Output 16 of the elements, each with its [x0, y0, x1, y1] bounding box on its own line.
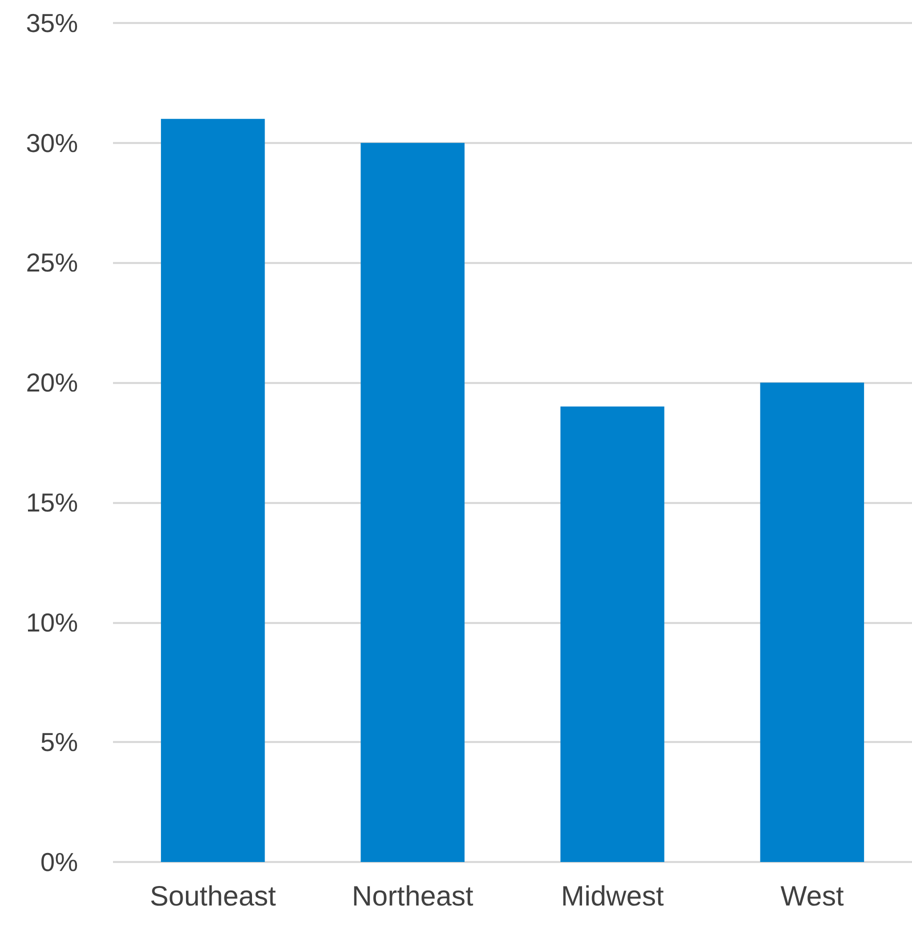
y-tick-label: 30%: [26, 128, 78, 158]
y-tick-label: 35%: [26, 8, 78, 38]
bar: [560, 406, 664, 862]
bar: [760, 382, 864, 862]
bar: [160, 118, 265, 862]
y-tick-label: 20%: [26, 368, 78, 398]
bar: [360, 142, 465, 862]
y-tick-label: 25%: [26, 248, 78, 278]
x-tick-label: Southeast: [150, 880, 276, 912]
x-tick-label: Midwest: [561, 880, 664, 912]
y-tick-label: 5%: [40, 727, 78, 758]
x-tick-label: West: [780, 880, 844, 912]
y-tick-label: 15%: [26, 487, 78, 518]
x-tick-label: Northeast: [352, 880, 474, 912]
y-tick-label: 10%: [26, 607, 78, 638]
y-tick-label: 0%: [40, 847, 78, 877]
